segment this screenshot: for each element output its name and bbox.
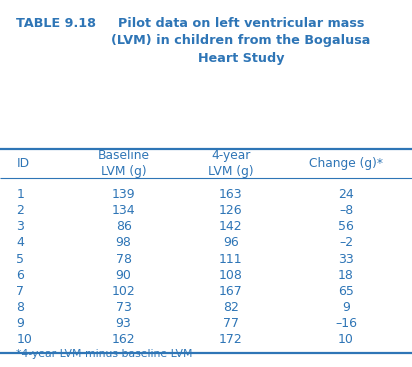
- Text: 9: 9: [16, 317, 24, 330]
- Text: 1: 1: [16, 188, 24, 201]
- Text: 93: 93: [116, 317, 131, 330]
- Text: 8: 8: [16, 301, 24, 314]
- Text: 90: 90: [116, 269, 131, 282]
- Text: 162: 162: [112, 333, 136, 346]
- Text: 102: 102: [112, 285, 136, 298]
- Text: 139: 139: [112, 188, 136, 201]
- Text: 33: 33: [338, 252, 354, 266]
- Text: *4-year LVM minus baseline LVM: *4-year LVM minus baseline LVM: [16, 349, 193, 359]
- Text: 111: 111: [219, 252, 243, 266]
- Text: 86: 86: [116, 220, 131, 233]
- Text: 2: 2: [16, 204, 24, 217]
- Text: 56: 56: [338, 220, 354, 233]
- Text: 10: 10: [338, 333, 354, 346]
- Text: 24: 24: [338, 188, 354, 201]
- Text: 163: 163: [219, 188, 243, 201]
- Text: ID: ID: [16, 157, 30, 170]
- Text: 82: 82: [223, 301, 239, 314]
- Text: 5: 5: [16, 252, 24, 266]
- Text: 142: 142: [219, 220, 243, 233]
- Text: 134: 134: [112, 204, 136, 217]
- Text: 18: 18: [338, 269, 354, 282]
- Text: Change (g)*: Change (g)*: [309, 157, 383, 170]
- Text: 108: 108: [219, 269, 243, 282]
- Text: 9: 9: [342, 301, 350, 314]
- Text: 78: 78: [116, 252, 131, 266]
- Text: TABLE 9.18: TABLE 9.18: [16, 17, 96, 29]
- Text: 126: 126: [219, 204, 243, 217]
- Text: Baseline
LVM (g): Baseline LVM (g): [98, 149, 150, 178]
- Text: 73: 73: [116, 301, 131, 314]
- Text: 172: 172: [219, 333, 243, 346]
- Text: 96: 96: [223, 236, 239, 250]
- Text: 7: 7: [16, 285, 24, 298]
- Text: –2: –2: [339, 236, 353, 250]
- Text: 10: 10: [16, 333, 33, 346]
- Text: 6: 6: [16, 269, 24, 282]
- Text: Pilot data on left ventricular mass
(LVM) in children from the Bogalusa
Heart St: Pilot data on left ventricular mass (LVM…: [111, 17, 371, 65]
- Text: –8: –8: [339, 204, 353, 217]
- Text: 77: 77: [223, 317, 239, 330]
- Text: 4: 4: [16, 236, 24, 250]
- Text: 3: 3: [16, 220, 24, 233]
- Text: 65: 65: [338, 285, 354, 298]
- Text: –16: –16: [335, 317, 357, 330]
- Text: 98: 98: [116, 236, 131, 250]
- Text: 167: 167: [219, 285, 243, 298]
- Text: 4-year
LVM (g): 4-year LVM (g): [208, 149, 253, 178]
